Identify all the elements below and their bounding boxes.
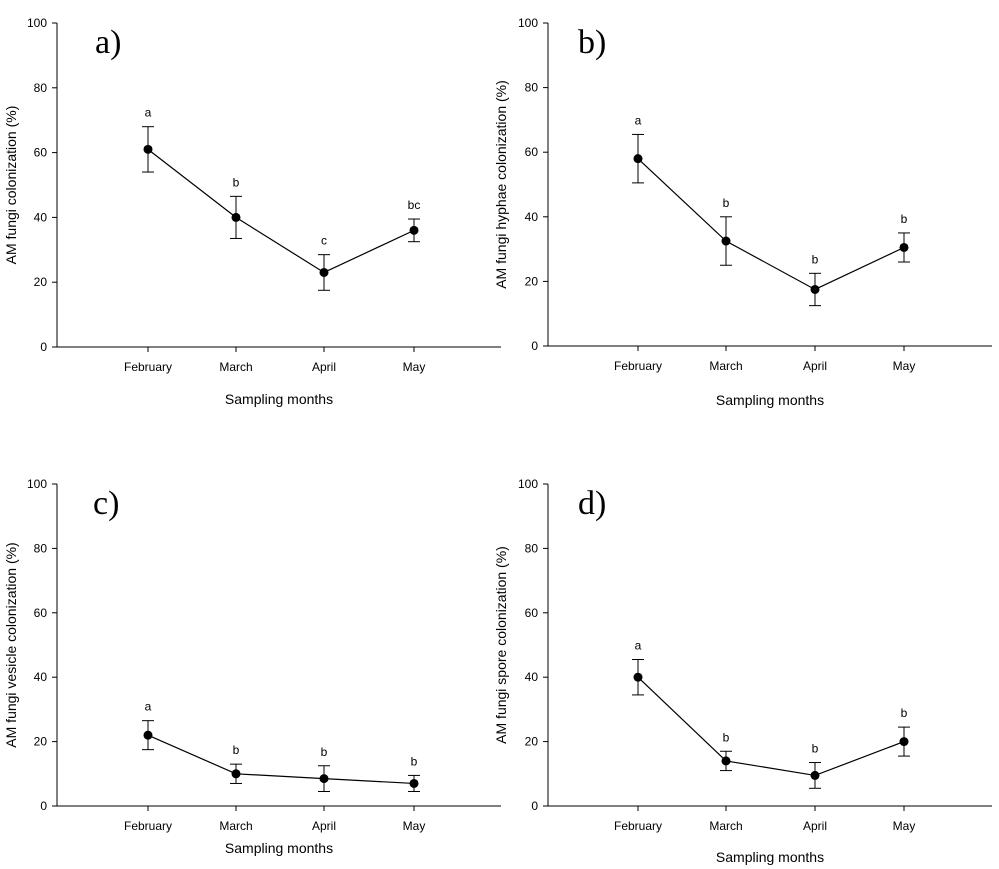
x-axis-title: Sampling months — [716, 392, 824, 408]
chart-panel-2: 0 20 40 60 80 100 February March April May Samplin… — [493, 16, 992, 408]
y-axis-title: AM fungi spore colonization (%) — [493, 546, 509, 744]
significance-letter: b — [233, 743, 240, 757]
chart-panel-3: 0 20 40 60 80 100 February March April May Samplin… — [3, 477, 501, 856]
y-tick-label: 0 — [531, 799, 538, 813]
significance-letter: b — [812, 252, 819, 266]
series-line — [637, 676, 905, 777]
data-point — [231, 212, 241, 222]
data-point — [633, 154, 643, 164]
y-tick-label: 40 — [525, 670, 539, 684]
x-tick-label: February — [124, 360, 172, 374]
data-point — [319, 267, 329, 277]
data-point — [409, 778, 419, 788]
y-axis-title: AM fungi vesicle colonization (%) — [3, 542, 19, 747]
x-tick-label: March — [219, 360, 252, 374]
y-tick-label: 60 — [525, 145, 539, 159]
data-point — [143, 730, 153, 740]
y-tick-label: 40 — [34, 210, 48, 224]
significance-letter: a — [635, 113, 642, 127]
significance-letter: b — [321, 745, 328, 759]
significance-letter: a — [145, 106, 152, 120]
y-tick-label: 60 — [34, 146, 48, 160]
y-tick-label: 20 — [525, 274, 539, 288]
y-tick-label: 40 — [525, 210, 539, 224]
y-tick-label: 40 — [34, 670, 48, 684]
y-tick-label: 20 — [34, 735, 48, 749]
y-tick-label: 80 — [525, 81, 539, 95]
data-point — [721, 756, 731, 766]
y-tick-label: 0 — [40, 340, 47, 354]
series-line — [147, 148, 415, 274]
panel-label: a) — [95, 24, 121, 61]
x-tick-label: February — [614, 359, 662, 373]
x-tick-label: May — [403, 360, 426, 374]
data-point — [409, 225, 419, 235]
panel-label: d) — [578, 485, 606, 522]
panel-label: b) — [578, 24, 606, 61]
x-tick-label: May — [893, 359, 916, 373]
significance-letter: a — [635, 638, 642, 652]
x-tick-label: April — [312, 360, 336, 374]
significance-letter: b — [812, 742, 819, 756]
y-axis-title: AM fungi hyphae colonization (%) — [493, 80, 509, 289]
data-point — [319, 774, 329, 784]
x-tick-label: March — [219, 819, 252, 833]
significance-letter: c — [321, 234, 327, 248]
significance-letter: b — [901, 706, 908, 720]
significance-letter: b — [901, 212, 908, 226]
y-tick-label: 100 — [27, 16, 47, 30]
y-tick-label: 20 — [34, 275, 48, 289]
x-tick-label: May — [893, 819, 916, 833]
significance-letter: b — [723, 730, 730, 744]
y-tick-label: 100 — [518, 16, 538, 30]
data-point — [899, 242, 909, 252]
x-tick-label: April — [803, 819, 827, 833]
chart-panel-1: 0 20 40 60 80 100 February March April May Samplin… — [3, 16, 501, 407]
significance-letter: a — [145, 700, 152, 714]
y-tick-label: 60 — [34, 606, 48, 620]
y-tick-label: 80 — [34, 81, 48, 95]
y-tick-label: 0 — [531, 339, 538, 353]
data-point — [721, 236, 731, 246]
x-tick-label: April — [312, 819, 336, 833]
data-point — [633, 672, 643, 682]
x-tick-label: April — [803, 359, 827, 373]
y-tick-label: 80 — [34, 541, 48, 555]
y-tick-label: 20 — [525, 735, 539, 749]
x-axis-title: Sampling months — [225, 840, 333, 856]
data-point — [810, 770, 820, 780]
series-line — [637, 158, 905, 291]
data-point — [143, 144, 153, 154]
data-point — [810, 284, 820, 294]
y-tick-label: 100 — [518, 477, 538, 491]
x-tick-label: February — [124, 819, 172, 833]
significance-letter: bc — [408, 198, 421, 212]
y-tick-label: 60 — [525, 606, 539, 620]
y-axis-title: AM fungi colonization (%) — [3, 106, 19, 265]
series-line — [147, 734, 415, 785]
data-point — [231, 769, 241, 779]
y-tick-label: 80 — [525, 541, 539, 555]
significance-letter: b — [233, 175, 240, 189]
y-tick-label: 100 — [27, 477, 47, 491]
x-tick-label: March — [709, 819, 742, 833]
significance-letter: b — [723, 196, 730, 210]
x-tick-label: February — [614, 819, 662, 833]
x-axis-title: Sampling months — [225, 391, 333, 407]
x-tick-label: May — [403, 819, 426, 833]
x-tick-label: March — [709, 359, 742, 373]
y-tick-label: 0 — [40, 799, 47, 813]
significance-letter: b — [411, 754, 418, 768]
data-point — [899, 737, 909, 747]
chart-panel-4: 0 20 40 60 80 100 February March April May Samplin… — [493, 477, 992, 865]
x-axis-title: Sampling months — [716, 849, 824, 865]
panel-label: c) — [93, 485, 119, 522]
